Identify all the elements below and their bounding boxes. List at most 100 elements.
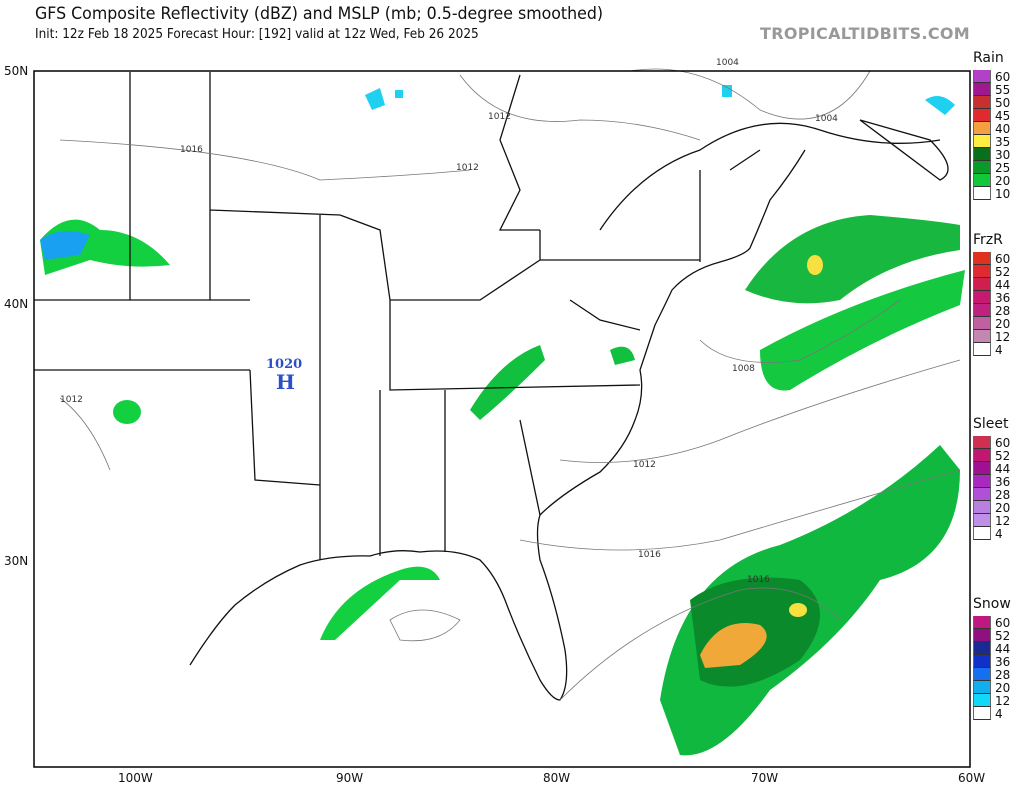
legend-swatch <box>973 317 991 330</box>
legend-label: 36 <box>995 290 1011 305</box>
legend-row: 4 <box>973 342 1010 357</box>
legend-swatch <box>973 265 991 278</box>
map-frame <box>33 70 971 768</box>
axis-labels: 50N 40N 30N 100W 90W 80W 70W 60W <box>4 64 985 785</box>
legend-swatch <box>973 174 991 187</box>
legend-label: 44 <box>995 461 1011 476</box>
high-pressure-symbol: H <box>276 370 295 394</box>
legend-row: 20 <box>973 681 1011 695</box>
lon-label: 70W <box>751 771 778 785</box>
legend-row: 12 <box>973 513 1011 528</box>
legend-label: 60 <box>995 69 1011 84</box>
lat-label: 40N <box>4 297 28 311</box>
legend-swatch <box>973 278 991 291</box>
legend-label: 28 <box>995 303 1011 318</box>
legend-swatch <box>973 681 991 694</box>
legend-swatch <box>973 122 991 135</box>
lon-label: 90W <box>336 771 363 785</box>
legend-label: 12 <box>995 513 1011 528</box>
svg-text:1004: 1004 <box>716 58 739 68</box>
legend-label: 36 <box>995 654 1011 669</box>
lon-label: 60W <box>958 771 985 785</box>
legend-row: 52 <box>973 264 1011 279</box>
legend-row: 60 <box>973 69 1011 84</box>
legend-swatch <box>973 629 991 642</box>
legend-label: 20 <box>995 500 1011 515</box>
legend-swatch <box>973 642 991 655</box>
legend-swatch <box>973 655 991 668</box>
legend-row: 60 <box>973 615 1011 630</box>
lat-label: 50N <box>4 64 28 78</box>
legend-label: 60 <box>995 435 1011 450</box>
legend-label: 4 <box>995 526 1003 541</box>
legend-label: 60 <box>995 615 1011 630</box>
legend-swatch <box>973 707 991 720</box>
legend-label: 20 <box>995 173 1011 188</box>
coastline <box>34 72 949 701</box>
isobar-labels: 1004 1004 1012 1012 1016 1012 1008 1012 … <box>60 58 838 585</box>
legend-label: 52 <box>995 264 1011 279</box>
legend-row: 28 <box>973 303 1011 318</box>
legend-label: 52 <box>995 448 1011 463</box>
legend-row: 10 <box>973 186 1011 201</box>
legend-label: 30 <box>995 147 1011 162</box>
legend-swatch <box>973 187 991 200</box>
legend-swatch <box>973 527 991 540</box>
legend-swatch <box>973 330 991 343</box>
svg-text:1012: 1012 <box>633 460 656 470</box>
legend-swatch <box>973 135 991 148</box>
legend-title: Snow <box>973 596 1011 612</box>
legend-row: 28 <box>973 668 1011 682</box>
legend-label: 40 <box>995 121 1011 136</box>
legend-label: 60 <box>995 251 1011 266</box>
legend-row: 45 <box>973 108 1011 123</box>
legend-frzr: FrzR 60 52 44 36 28 20 12 4 <box>973 232 1011 357</box>
svg-text:1012: 1012 <box>488 112 511 122</box>
legend-row: 12 <box>973 329 1011 344</box>
legend-row: 20 <box>973 500 1011 515</box>
svg-text:1004: 1004 <box>815 114 838 124</box>
legend-swatch <box>973 436 991 449</box>
legend-label: 36 <box>995 474 1011 489</box>
legend-label: 35 <box>995 134 1011 149</box>
svg-text:1012: 1012 <box>456 163 479 173</box>
legend-row: 28 <box>973 488 1010 502</box>
legend-row: 60 <box>973 251 1011 266</box>
svg-text:1016: 1016 <box>638 550 661 560</box>
legend-label: 44 <box>995 277 1011 292</box>
legend-label: 12 <box>995 693 1011 708</box>
legend-label: 12 <box>995 329 1011 344</box>
legend-swatch <box>973 616 991 629</box>
isobars <box>59 68 961 701</box>
svg-text:1008: 1008 <box>732 364 755 374</box>
legend-label: 52 <box>995 628 1011 643</box>
legend-swatch <box>973 109 991 122</box>
legend-swatch <box>973 252 991 265</box>
legend-swatch <box>973 148 991 161</box>
lon-label: 80W <box>543 771 570 785</box>
legend-swatch <box>973 462 991 475</box>
legend-row: 36 <box>973 474 1011 489</box>
svg-text:1016: 1016 <box>180 145 203 155</box>
legend-swatch <box>973 70 991 83</box>
legend-label: 44 <box>995 641 1011 656</box>
legend-row: 4 <box>973 526 1010 541</box>
legend-swatch <box>973 668 991 681</box>
legend-swatch <box>973 514 991 527</box>
legend-swatch <box>973 291 991 304</box>
legend-label: 4 <box>995 342 1003 357</box>
legend-swatch <box>973 161 991 174</box>
brand-watermark: TROPICALTIDBITS.COM <box>760 24 970 43</box>
legend-title: FrzR <box>973 232 1003 248</box>
legend-swatch <box>973 488 991 501</box>
map-title: GFS Composite Reflectivity (dBZ) and MSL… <box>35 4 604 24</box>
legend-row: 52 <box>973 448 1011 463</box>
legend-label: 10 <box>995 186 1011 201</box>
legend-row: 40 <box>973 121 1011 136</box>
legend-swatch <box>973 501 991 514</box>
legend-label: 45 <box>995 108 1011 123</box>
map-subtitle: Init: 12z Feb 18 2025 Forecast Hour: [19… <box>35 27 479 42</box>
legend-row: 44 <box>973 461 1011 476</box>
legend-label: 4 <box>995 706 1003 721</box>
